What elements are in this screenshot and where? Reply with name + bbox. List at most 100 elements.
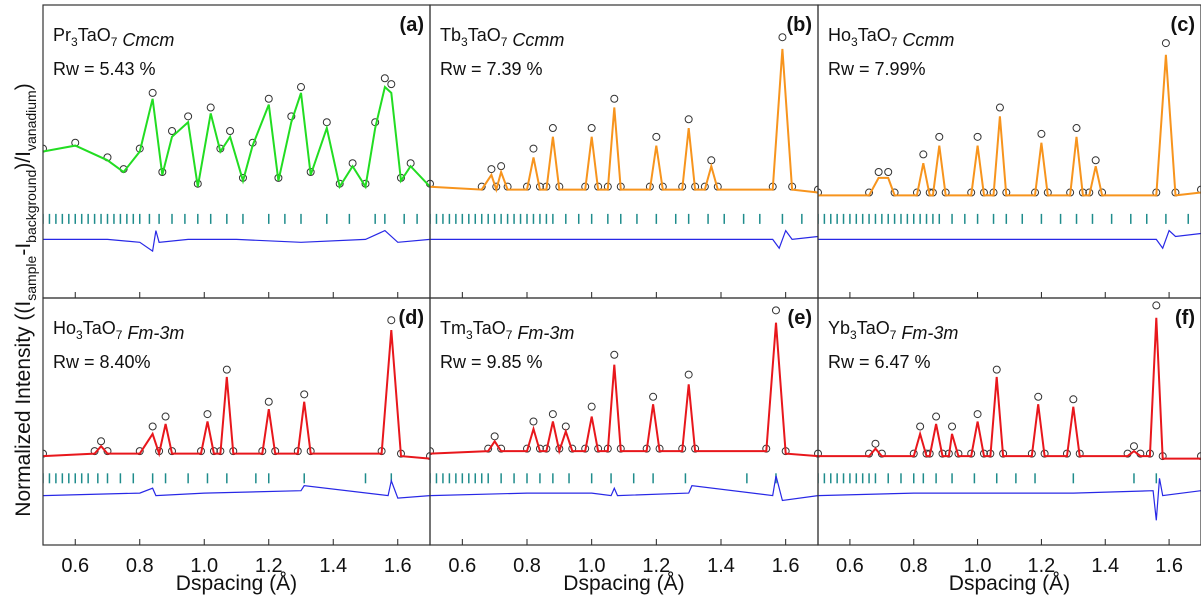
formula-subscript: 3 <box>851 35 858 49</box>
plot-area <box>818 39 1201 250</box>
observed-point <box>523 444 531 453</box>
difference-curve <box>43 478 430 499</box>
observed-point <box>916 422 925 431</box>
observed-point <box>652 132 661 141</box>
panel-label: (d) <box>398 307 424 329</box>
observed-point <box>581 444 590 453</box>
observed-point <box>814 449 818 458</box>
observed-point <box>568 444 577 453</box>
plot-area <box>43 316 430 499</box>
y-axis-label: Normalized Intensity ((Isample-Ibackgrou… <box>12 83 39 516</box>
x-tick-label: 1.4 <box>319 555 347 577</box>
observed-point <box>935 132 944 141</box>
rw-value: Rw = 7.99% <box>828 59 926 79</box>
difference-curve <box>430 229 818 250</box>
observed-point <box>161 412 170 421</box>
observed-point <box>148 422 157 431</box>
x-tick-label: 0.8 <box>513 555 541 577</box>
formula-subscript: 7 <box>891 35 898 49</box>
formula-subscript: 7 <box>890 328 897 342</box>
observed-point <box>184 112 193 121</box>
formula-part: TaO <box>468 25 501 45</box>
rw-value: Rw = 5.43 % <box>53 59 156 79</box>
observed-point <box>497 444 506 453</box>
observed-point <box>222 365 231 374</box>
observed-point <box>587 402 596 411</box>
observed-point <box>300 390 309 399</box>
y-label-part: -I <box>12 243 35 256</box>
observed-point <box>979 449 988 458</box>
y-label-part: Normalized Intensity ((I <box>12 301 35 517</box>
y-label-subscript: sample <box>23 255 39 300</box>
formula-subscript: 3 <box>850 328 857 342</box>
formula-subscript: 7 <box>501 35 508 49</box>
formula-subscript: 7 <box>111 35 118 49</box>
difference-curve <box>43 229 430 253</box>
formula-part: TaO <box>83 318 116 338</box>
y-label-subscript: background <box>23 170 39 243</box>
y-label-subscript: vanadium <box>23 90 39 151</box>
observed-point <box>548 124 557 133</box>
formula: Pr3TaO7 Cmcm <box>53 25 174 50</box>
observed-point <box>1197 185 1201 194</box>
difference-curve <box>818 229 1201 250</box>
formula: Ho3TaO7 Fm-3m <box>53 318 184 343</box>
calculated-curve <box>430 48 818 194</box>
observed-point <box>322 118 331 127</box>
x-tick-label: 1.0 <box>964 555 992 577</box>
observed-point <box>771 306 780 315</box>
x-axis-label: Dspacing (Å) <box>949 572 1070 595</box>
y-label-part: )/I <box>12 151 35 170</box>
formula-part: Tb <box>440 25 461 45</box>
formula-subscript: 3 <box>461 35 468 49</box>
x-tick-label: 1.4 <box>707 555 735 577</box>
x-tick-label: 0.8 <box>900 555 928 577</box>
formula-part: Yb <box>828 318 850 338</box>
panel-frame <box>429 4 819 299</box>
observed-point <box>43 449 47 458</box>
calculated-curve <box>818 54 1201 197</box>
observed-point <box>649 392 658 401</box>
space-group: Fm-3m <box>517 323 574 343</box>
observed-point <box>484 444 493 453</box>
observed-point <box>909 449 918 458</box>
observed-point <box>380 74 389 83</box>
observed-point <box>1072 124 1081 133</box>
observed-point <box>778 33 787 42</box>
observed-point <box>594 444 603 453</box>
observed-point <box>430 179 434 188</box>
observed-point <box>948 422 957 431</box>
observed-point <box>1197 452 1201 461</box>
observed-point <box>919 150 928 159</box>
observed-point <box>264 397 273 406</box>
observed-point <box>877 449 886 458</box>
observed-point <box>168 126 176 135</box>
observed-point <box>487 165 496 174</box>
x-tick-label: 1.2 <box>1028 555 1056 577</box>
formula-subscript: 3 <box>466 328 473 342</box>
observed-point <box>203 410 212 419</box>
observed-point <box>871 439 880 448</box>
panel-label: (c) <box>1171 14 1195 36</box>
calculated-curve <box>818 317 1201 460</box>
observed-point <box>874 168 883 177</box>
observed-point <box>387 316 396 325</box>
plot-area <box>430 33 818 250</box>
panel-label: (e) <box>788 307 812 329</box>
formula-subscript: 7 <box>116 328 123 342</box>
y-label-part: ) <box>12 83 35 90</box>
panel-label: (b) <box>786 14 812 36</box>
x-axis-label: Dspacing (Å) <box>176 572 297 595</box>
observed-point <box>814 185 818 194</box>
observed-point <box>529 417 538 426</box>
observed-point <box>954 449 963 458</box>
plot-area <box>430 306 818 502</box>
x-tick-label: 0.6 <box>836 555 864 577</box>
x-tick-label: 1.6 <box>384 555 412 577</box>
observed-point <box>135 447 144 456</box>
observed-point <box>818 188 822 197</box>
formula-part: TaO <box>473 318 506 338</box>
rw-value: Rw = 7.39 % <box>440 59 543 79</box>
formula-part: TaO <box>78 25 111 45</box>
